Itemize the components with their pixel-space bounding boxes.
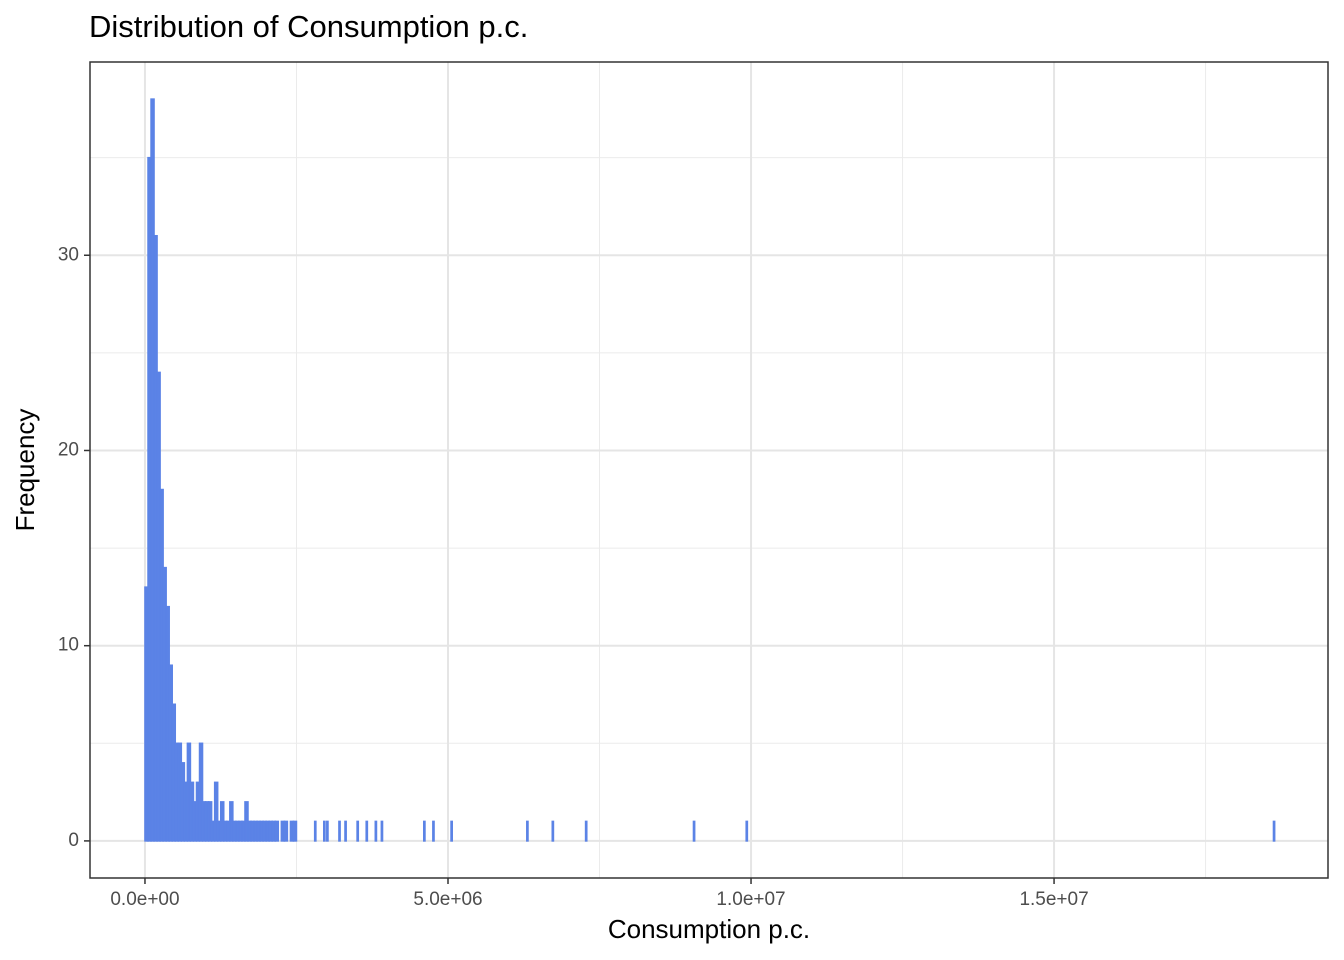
- bar: [526, 820, 529, 842]
- y-axis-label: Frequency: [10, 409, 40, 532]
- bar: [584, 820, 588, 842]
- x-tick-label: 5.0e+06: [413, 889, 482, 910]
- x-tick-label: 1.5e+07: [1019, 889, 1088, 910]
- bar: [313, 820, 317, 842]
- x-tick-label: 0.0e+00: [110, 889, 179, 910]
- y-tick-label: 0: [68, 830, 79, 851]
- bar: [283, 820, 289, 842]
- bar: [423, 820, 426, 842]
- bar: [344, 820, 347, 842]
- bar: [274, 820, 280, 842]
- x-axis-label: Consumption p.c.: [608, 914, 810, 944]
- bar: [745, 820, 749, 842]
- plot-border: [89, 61, 1329, 879]
- bar: [323, 820, 326, 842]
- bar: [450, 820, 453, 842]
- y-tick-label: 30: [58, 244, 79, 265]
- bar: [380, 820, 384, 842]
- bar: [365, 820, 369, 842]
- bar: [338, 820, 341, 842]
- bar: [432, 820, 435, 842]
- bar: [551, 820, 555, 842]
- bar: [326, 820, 329, 842]
- bar: [692, 820, 696, 842]
- bar: [213, 781, 219, 842]
- chart-title: Distribution of Consumption p.c.: [89, 9, 528, 44]
- bar: [374, 820, 378, 842]
- bar: [198, 742, 204, 842]
- bar: [356, 820, 360, 842]
- y-tick-label: 10: [58, 635, 79, 656]
- x-tick-label: 1.0e+07: [716, 889, 785, 910]
- bar: [292, 820, 298, 842]
- bar: [1272, 820, 1276, 842]
- y-tick-label: 20: [58, 439, 79, 460]
